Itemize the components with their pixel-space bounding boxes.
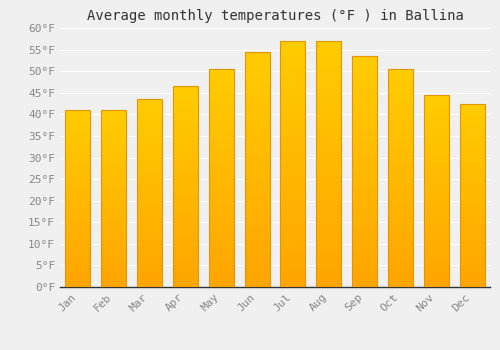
- Bar: [280, 41, 305, 287]
- Bar: [101, 110, 126, 287]
- Bar: [316, 41, 342, 287]
- Bar: [352, 56, 377, 287]
- Bar: [244, 52, 270, 287]
- Bar: [173, 86, 198, 287]
- Bar: [66, 110, 90, 287]
- Bar: [137, 99, 162, 287]
- Bar: [460, 104, 484, 287]
- Title: Average monthly temperatures (°F ) in Ballina: Average monthly temperatures (°F ) in Ba…: [86, 9, 464, 23]
- Bar: [388, 69, 413, 287]
- Bar: [208, 69, 234, 287]
- Bar: [424, 95, 449, 287]
